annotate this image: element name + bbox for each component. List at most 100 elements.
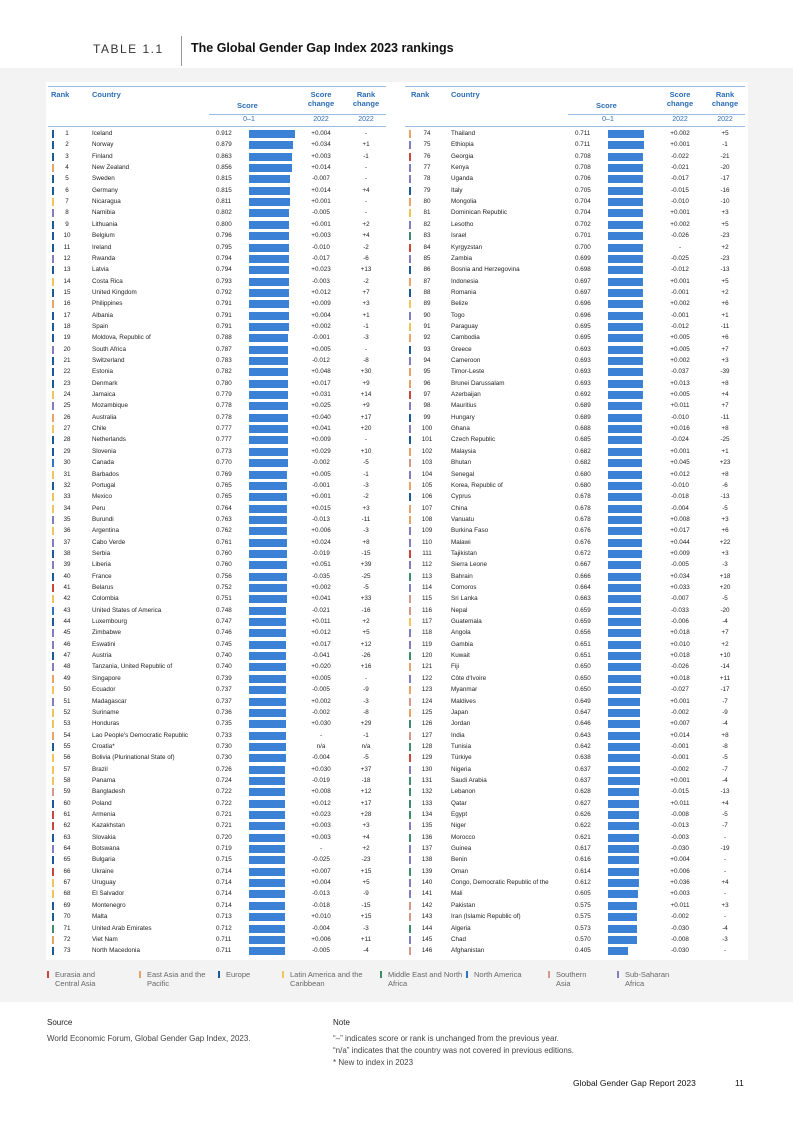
rank-change: +1 <box>362 311 370 319</box>
rank-change: -18 <box>361 776 371 784</box>
rank: 119 <box>421 640 433 648</box>
score-change: +0.002 <box>670 130 690 137</box>
rank: 72 <box>63 935 71 943</box>
country: Azerbaijan <box>451 391 481 399</box>
rank: 56 <box>63 754 71 762</box>
score: 0.745 <box>216 640 232 648</box>
rank: 57 <box>63 765 71 773</box>
rank: 75 <box>423 141 431 149</box>
legend-marker <box>47 971 49 978</box>
country: Italy <box>451 186 463 194</box>
region-marker <box>409 640 411 649</box>
score-change: +0.005 <box>311 345 331 353</box>
score: 0.680 <box>575 481 591 489</box>
score: 0.647 <box>575 708 591 716</box>
score-change: +0.001 <box>670 277 690 285</box>
score-bar <box>249 345 289 354</box>
country: Uganda <box>451 175 474 183</box>
rank-change: - <box>723 890 727 898</box>
rank-change: -9 <box>722 708 728 716</box>
score: 0.730 <box>216 742 232 750</box>
rank: 112 <box>421 561 433 569</box>
score-change: +0.005 <box>670 391 690 399</box>
rank-change: -14 <box>720 663 730 671</box>
score: 0.651 <box>575 652 591 660</box>
score: 0.800 <box>216 220 232 228</box>
country: Colombia <box>92 595 119 603</box>
country: Latvia <box>92 266 109 274</box>
score-change: +0.051 <box>311 561 331 569</box>
score: 0.764 <box>216 504 232 512</box>
rank: 101 <box>421 436 433 444</box>
score-change: +0.012 <box>311 629 331 637</box>
region-marker <box>409 175 411 184</box>
rank-change: n/a <box>361 742 371 750</box>
score-change: +0.017 <box>670 527 690 535</box>
rank-change: -23 <box>720 254 730 262</box>
score: 0.722 <box>216 799 232 807</box>
country: El Salvador <box>92 890 125 898</box>
rank-change: -23 <box>361 856 371 864</box>
score-bar <box>608 788 640 797</box>
header-rule <box>48 86 386 87</box>
rank: 74 <box>423 130 431 137</box>
score-bar <box>608 856 639 865</box>
score-change: -0.025 <box>312 856 330 864</box>
rank-change: -3 <box>363 697 369 705</box>
rank: 64 <box>63 845 71 853</box>
score: 0.756 <box>216 572 232 580</box>
country: Benin <box>451 856 468 864</box>
country: Qatar <box>451 799 467 807</box>
country: Chile <box>92 425 107 433</box>
rank: 118 <box>421 629 433 637</box>
rank-change: +8 <box>362 538 370 546</box>
score: 0.659 <box>575 618 591 626</box>
score-bar <box>249 379 288 388</box>
region-marker <box>52 402 54 411</box>
country: Ireland <box>92 243 112 251</box>
score-change: -0.015 <box>671 186 689 194</box>
country: Argentina <box>92 527 119 535</box>
score: 0.765 <box>216 481 232 489</box>
region-marker <box>52 799 54 808</box>
title: The Global Gender Gap Index 2023 ranking… <box>191 41 454 55</box>
score: 0.612 <box>575 879 591 887</box>
country: Netherlands <box>92 436 126 444</box>
region-marker <box>52 357 54 365</box>
score-change: +0.002 <box>670 357 690 364</box>
region-marker <box>409 481 411 490</box>
score-change: +0.015 <box>311 504 331 512</box>
rank: 134 <box>421 811 433 818</box>
score-bar <box>608 152 644 161</box>
score: 0.616 <box>575 856 591 864</box>
score: 0.637 <box>575 776 591 784</box>
rank-change: -2 <box>363 243 369 251</box>
score: 0.712 <box>216 924 232 932</box>
country: Romania <box>451 288 477 296</box>
score: 0.787 <box>216 345 232 353</box>
rank: 92 <box>423 334 431 342</box>
rank: 78 <box>423 175 431 183</box>
rank: 132 <box>421 788 433 796</box>
rank: 144 <box>421 924 433 932</box>
country: China <box>451 504 468 512</box>
score-bar <box>608 618 641 627</box>
score-change: +0.008 <box>311 788 331 796</box>
score-change: +0.005 <box>670 334 690 342</box>
score-change: +0.023 <box>311 811 331 818</box>
rank: 104 <box>421 470 433 478</box>
rank: 138 <box>421 856 433 864</box>
country: Israel <box>451 232 467 240</box>
country: Georgia <box>451 152 474 160</box>
legend-marker <box>617 971 619 978</box>
country: Finland <box>92 152 113 160</box>
rank: 81 <box>423 209 431 217</box>
source-text: World Economic Forum, Global Gender Gap … <box>47 1034 251 1043</box>
rank: 136 <box>421 833 433 841</box>
region-marker <box>409 459 411 468</box>
region-marker <box>52 266 54 275</box>
score: 0.714 <box>216 901 232 909</box>
header-rule <box>405 86 745 87</box>
region-marker <box>52 470 54 479</box>
rank-change: -5 <box>722 504 728 512</box>
